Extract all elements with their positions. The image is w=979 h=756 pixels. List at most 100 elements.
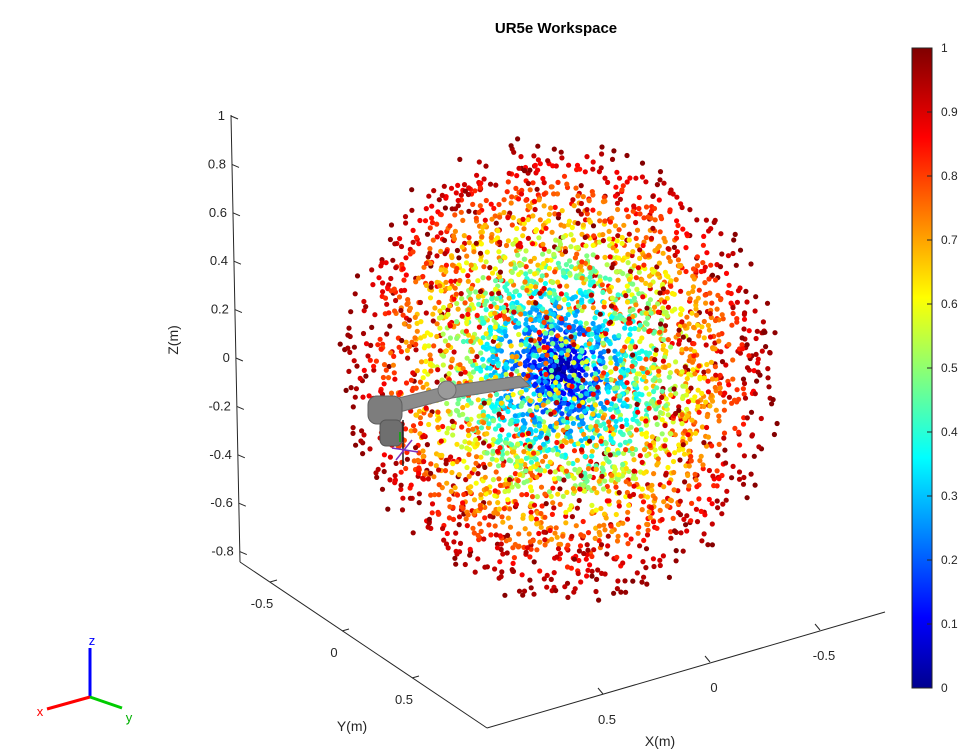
workspace-point [444,400,450,407]
workspace-point [430,237,436,243]
workspace-point [596,169,603,175]
workspace-point [670,458,677,465]
z-tick-label: 0.6 [209,205,227,220]
workspace-point [570,486,577,492]
workspace-point [438,267,444,273]
workspace-point [348,385,354,391]
workspace-point [590,223,597,229]
workspace-point [762,329,768,335]
workspace-point [703,342,709,348]
workspace-point [656,260,663,266]
workspace-point [570,237,577,243]
workspace-point [478,368,484,374]
workspace-point [532,206,538,213]
workspace-point [623,417,630,423]
workspace-point [421,345,427,351]
workspace-point [578,473,584,479]
workspace-point [406,323,412,329]
workspace-point [593,466,599,472]
x-tick-mark [597,687,604,695]
workspace-point [680,383,686,389]
workspace-point [613,248,620,254]
workspace-point [360,394,366,400]
workspace-point [668,529,674,535]
workspace-point [669,290,676,297]
workspace-point [724,488,730,494]
workspace-point [386,310,392,316]
workspace-point [637,247,643,253]
workspace-point [587,473,593,479]
workspace-point [564,564,571,570]
workspace-point [563,262,570,268]
workspace-point [753,351,759,357]
workspace-point [589,280,595,286]
workspace-point [615,292,621,298]
workspace-point [398,486,404,492]
workspace-point [420,448,426,454]
workspace-point [475,278,481,284]
workspace-point [526,300,532,306]
workspace-point [674,249,681,255]
workspace-point [521,256,527,262]
workspace-point [454,459,460,465]
workspace-point [674,194,680,200]
workspace-point [605,348,611,354]
workspace-point [427,250,433,256]
workspace-point [467,489,473,495]
workspace-point [441,537,447,543]
workspace-point [468,262,474,268]
workspace-point [596,413,602,419]
workspace-point [541,441,547,447]
workspace-point [540,409,546,415]
workspace-point [501,197,507,203]
workspace-point [503,333,509,339]
workspace-point [657,169,664,175]
workspace-point [663,348,669,354]
workspace-point [437,452,443,458]
workspace-point [467,289,473,296]
workspace-point [664,503,670,509]
workspace-point [608,401,615,407]
workspace-point [661,235,667,241]
workspace-point [596,478,602,484]
workspace-point [709,443,715,449]
workspace-point [535,262,541,268]
workspace-point [602,275,609,281]
workspace-point [613,418,619,424]
workspace-point [713,407,719,413]
workspace-point [554,451,561,457]
workspace-point [709,300,715,306]
workspace-point [454,319,460,325]
workspace-point [441,183,447,189]
workspace-point [709,376,716,382]
workspace-point [674,218,680,224]
workspace-point [589,453,595,459]
workspace-point [350,425,356,431]
workspace-point [500,551,506,557]
workspace-point [409,207,415,213]
x-axis-label: X(m) [645,733,675,749]
workspace-point [400,495,406,501]
workspace-point [486,443,492,449]
x-axis-line [486,611,886,729]
workspace-point [420,475,426,481]
workspace-point [523,321,529,327]
workspace-point [616,227,622,233]
workspace-point [492,324,498,330]
workspace-point [615,578,621,584]
workspace-point [667,207,673,213]
workspace-point [497,313,503,319]
workspace-point [465,512,471,518]
workspace-point [381,452,387,458]
workspace-point [678,288,684,294]
workspace-point [534,307,540,313]
workspace-point [420,273,426,280]
workspace-point [426,193,432,199]
workspace-point [380,462,386,468]
workspace-point [464,416,470,422]
workspace-point [689,310,695,316]
workspace-point [565,542,571,548]
workspace-point [468,338,474,344]
workspace-point [697,458,703,464]
workspace-point [537,392,543,398]
